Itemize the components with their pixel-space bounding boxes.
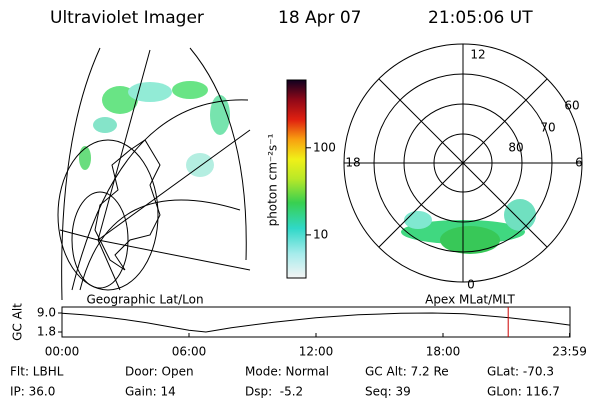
- footer-field: GLat: -70.3: [487, 365, 554, 379]
- footer-field: Flt: LBHL: [10, 365, 64, 379]
- footer-field: Gain: 14: [125, 385, 176, 399]
- aurora: [79, 81, 230, 177]
- aurora-oval: [440, 226, 500, 254]
- polar-map: 12 6 0 18 60 70 80 Apex MLat/MLT: [343, 43, 583, 307]
- lat-circle: [57, 139, 159, 291]
- lat-label: 70: [540, 121, 555, 135]
- aurora-blob: [79, 146, 91, 170]
- aurora-blob: [128, 82, 172, 102]
- altitude-line: [61, 312, 571, 333]
- footer-field: GLon: 116.7: [487, 385, 560, 399]
- aurora-blob: [172, 81, 208, 99]
- footer-field: GC Alt: 7.2 Re: [365, 365, 449, 379]
- y-tick-label: 9.0: [37, 306, 56, 320]
- coastline: [94, 139, 161, 271]
- footer-field: Mode: Normal: [245, 365, 329, 379]
- y-axis-label: GC Alt: [11, 303, 25, 341]
- lat-circle: [71, 99, 249, 291]
- lat-circle: [79, 199, 241, 291]
- map-label: Geographic Lat/Lon: [86, 293, 203, 307]
- lat-label: 60: [564, 99, 579, 113]
- x-tick-label: 18:00: [426, 345, 461, 359]
- colorbar-tick-label: 100: [313, 140, 336, 154]
- date: 18 Apr 07: [278, 8, 361, 28]
- y-tick-label: 1.8: [37, 325, 56, 339]
- geo-map: Geographic Lat/Lon: [57, 47, 251, 307]
- x-tick-label: 06:00: [172, 345, 207, 359]
- lon-line: [59, 229, 99, 241]
- colorbar: [286, 79, 307, 279]
- title: Ultraviolet Imager: [50, 8, 204, 28]
- x-tick-label: 00:00: [45, 345, 80, 359]
- aurora-oval: [404, 211, 432, 229]
- lat-label: 80: [508, 141, 523, 155]
- lon-line: [97, 49, 151, 241]
- lat-circle: [71, 191, 129, 289]
- lon-line: [97, 239, 251, 271]
- colorbar-label: photon cm⁻²s⁻¹: [266, 133, 280, 226]
- aurora-blob: [210, 95, 230, 135]
- mlt-label: 0: [467, 278, 475, 292]
- x-tick-label: 12:00: [299, 345, 334, 359]
- mlt-lines: [344, 44, 582, 282]
- mlt-label: 6: [575, 156, 583, 170]
- map-label: Apex MLat/MLT: [425, 293, 515, 307]
- lat-circle: [61, 47, 101, 301]
- footer-field: Dsp: -5.2: [245, 385, 303, 399]
- time: 21:05:06 UT: [428, 8, 533, 28]
- lon-line: [97, 239, 121, 291]
- footer-field: Seq: 39: [365, 385, 411, 399]
- aurora-blob: [93, 117, 117, 133]
- footer-field: Door: Open: [125, 365, 194, 379]
- mlt-label: 12: [470, 48, 485, 62]
- colorbar-tick-label: 10: [313, 227, 328, 241]
- mlt-label: 18: [345, 156, 360, 170]
- x-tick-label: 23:59: [552, 345, 587, 359]
- lat-circle: [189, 47, 247, 261]
- lon-line: [97, 129, 251, 241]
- footer-field: IP: 36.0: [10, 385, 55, 399]
- aurora-oval: [504, 199, 536, 231]
